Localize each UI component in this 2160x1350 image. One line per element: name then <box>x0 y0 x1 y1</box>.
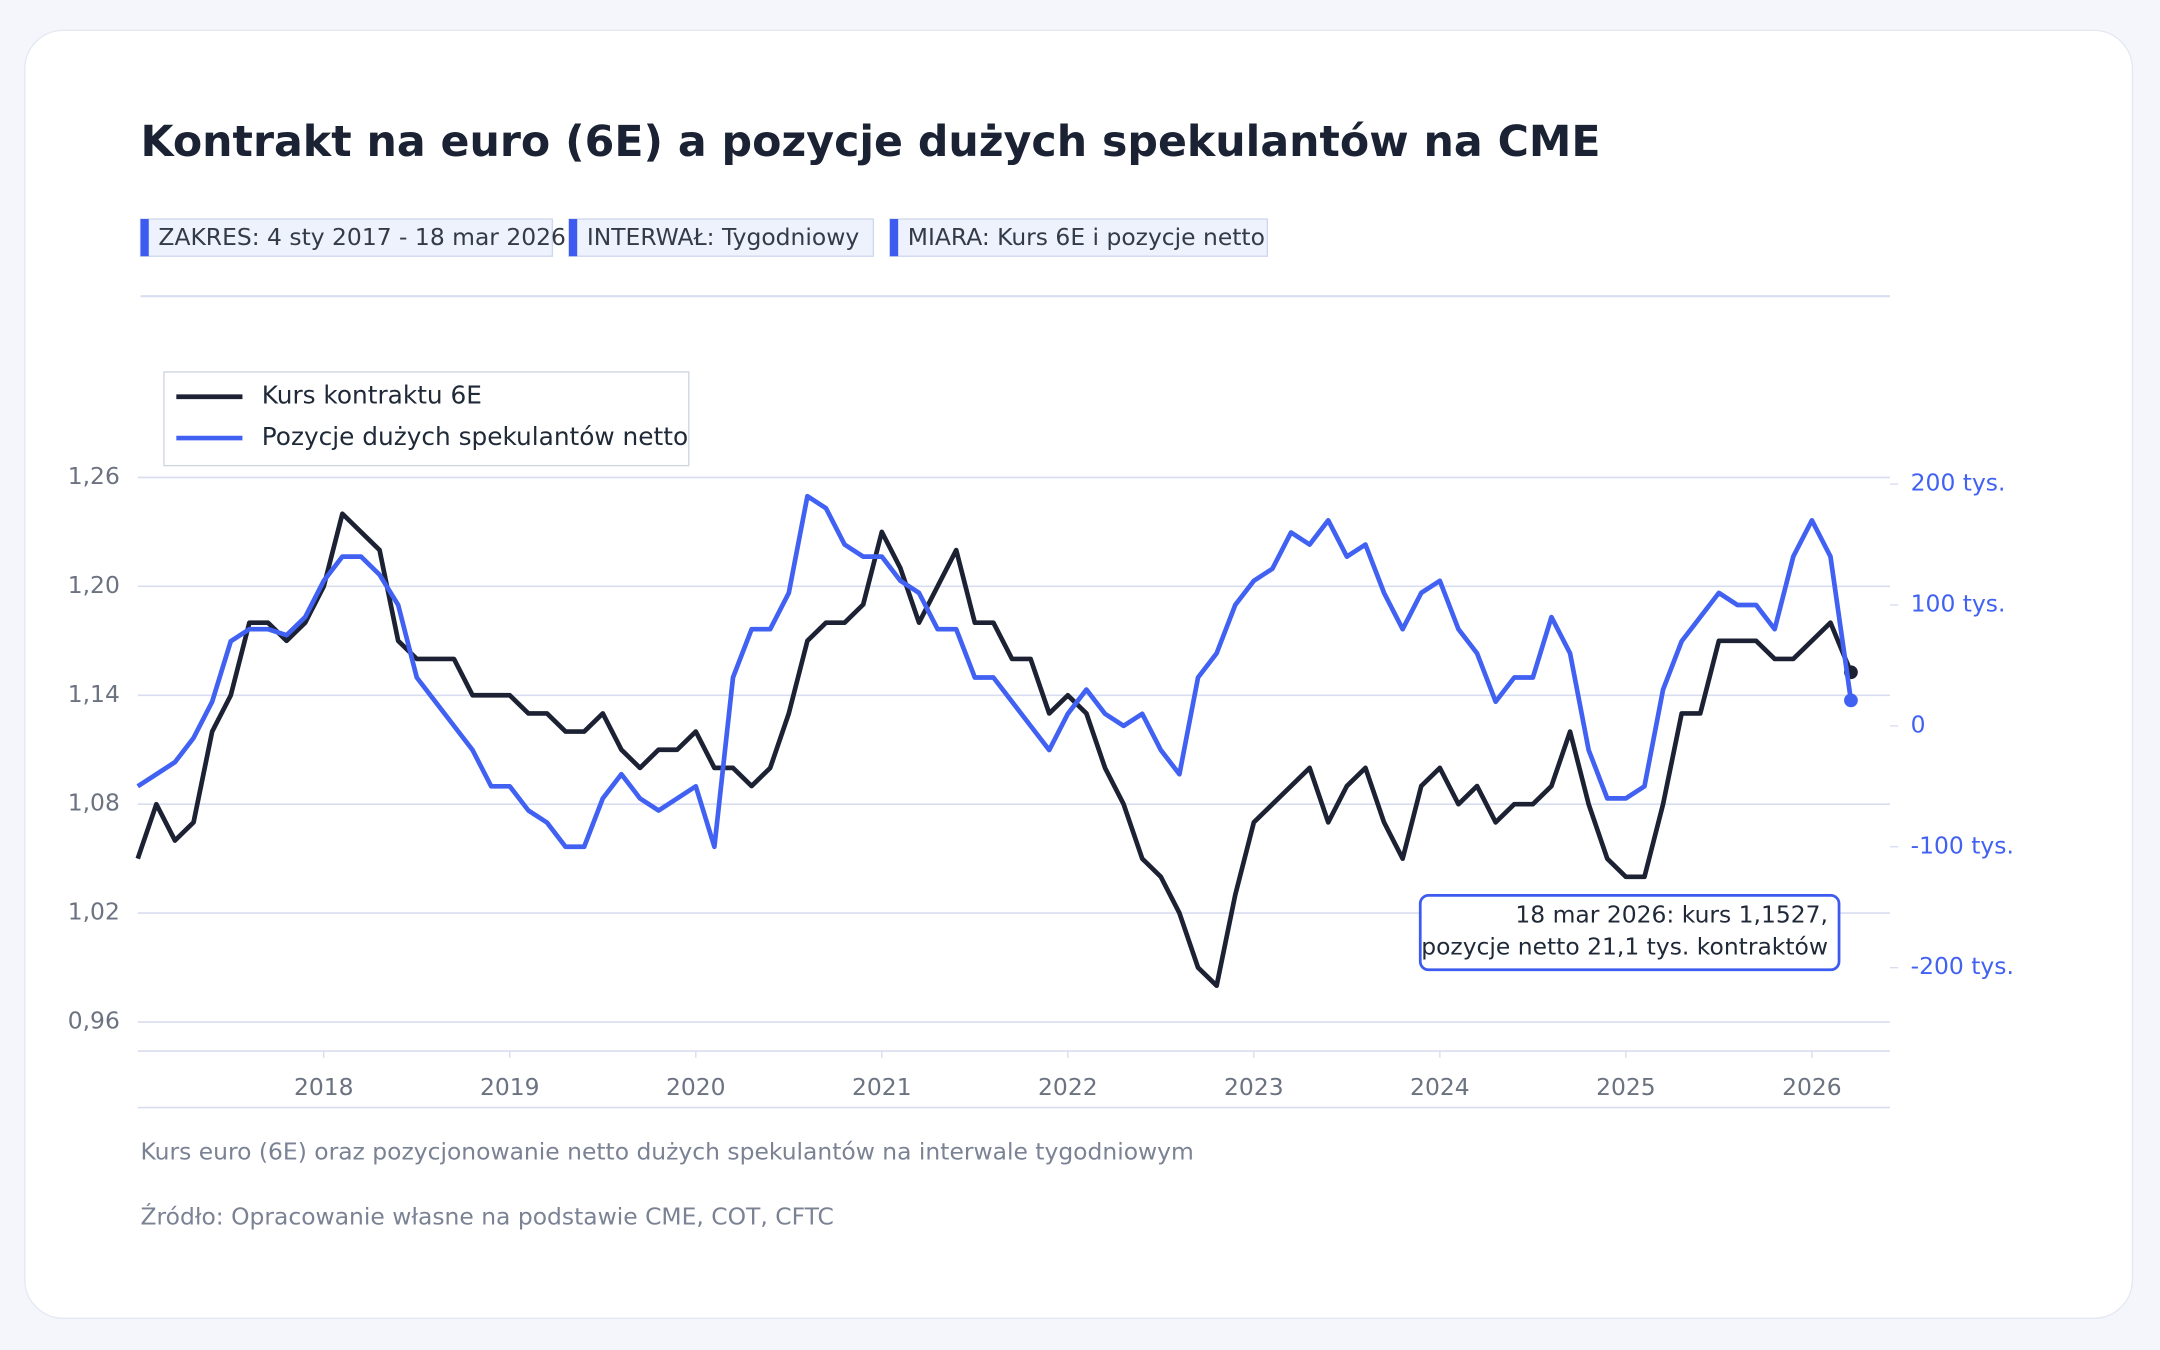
chart-title: Kontrakt na euro (6E) a pozycje dużych s… <box>141 117 1601 167</box>
y-tick-label: 1,20 <box>68 571 120 599</box>
y2-tick-label: 200 tys. <box>1911 469 2006 497</box>
badge-text: ZAKRES: 4 sty 2017 - 18 mar 2026 <box>158 223 566 251</box>
y-tick-label: 1,26 <box>68 462 120 490</box>
y2-tick-label: -100 tys. <box>1911 831 2014 859</box>
card <box>24 29 2134 1320</box>
caption: Kurs euro (6E) oraz pozycjonowanie netto… <box>141 1138 1194 1166</box>
y-tick-label: 0,96 <box>68 1007 120 1035</box>
y2-tick-label: -200 tys. <box>1911 952 2014 980</box>
y-tick-label: 1,08 <box>68 789 120 817</box>
x-tick-label: 2019 <box>480 1073 540 1101</box>
badge-text: INTERWAŁ: Tygodniowy <box>587 223 860 251</box>
x-tick-label: 2024 <box>1410 1073 1470 1101</box>
x-tick-label: 2023 <box>1224 1073 1284 1101</box>
series-line <box>135 511 1854 989</box>
annotation: pozycje netto 21,1 tys. kontraktów <box>1421 932 1828 960</box>
x-tick-label: 2021 <box>852 1073 912 1101</box>
badge <box>139 218 554 257</box>
y2-tick-label: 0 <box>1911 710 1926 738</box>
legend-label: Kurs kontraktu 6E <box>262 381 482 410</box>
x-tick-label: 2018 <box>294 1073 354 1101</box>
badge-accent <box>568 219 578 257</box>
badge <box>889 218 1269 257</box>
y-tick-label: 1,14 <box>68 680 120 708</box>
badge-accent <box>889 219 899 257</box>
legend-label: Pozycje dużych spekulantów netto <box>262 422 688 451</box>
source: Źródło: Opracowanie własne na podstawie … <box>141 1202 834 1230</box>
badge <box>568 218 875 257</box>
y-tick-label: 1,02 <box>68 898 120 926</box>
x-tick-label: 2022 <box>1038 1073 1098 1101</box>
badge-text: MIARA: Kurs 6E i pozycje netto <box>908 223 1265 251</box>
series-line <box>136 493 1854 850</box>
annotation: 18 mar 2026: kurs 1,1527, <box>1515 901 1828 929</box>
y2-tick-label: 100 tys. <box>1911 589 2006 617</box>
x-tick-label: 2020 <box>666 1073 726 1101</box>
annotation-box <box>1418 894 1841 972</box>
x-tick-label: 2026 <box>1782 1073 1842 1101</box>
end-point <box>1844 693 1858 708</box>
legend-box <box>163 371 690 467</box>
badge-accent <box>140 219 149 257</box>
x-tick-label: 2025 <box>1596 1073 1656 1101</box>
